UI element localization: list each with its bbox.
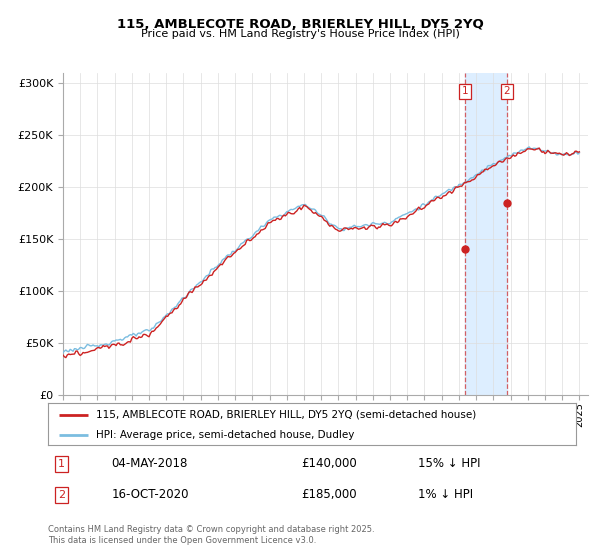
Text: 1: 1 (462, 86, 469, 96)
Text: 16-OCT-2020: 16-OCT-2020 (112, 488, 189, 501)
Bar (465, 73, 507, 395)
Text: £185,000: £185,000 (301, 488, 357, 501)
Text: HPI: Average price, semi-detached house, Dudley: HPI: Average price, semi-detached house,… (95, 430, 354, 440)
Text: 115, AMBLECOTE ROAD, BRIERLEY HILL, DY5 2YQ (semi-detached house): 115, AMBLECOTE ROAD, BRIERLEY HILL, DY5 … (95, 410, 476, 420)
Text: 2: 2 (503, 86, 510, 96)
Text: 1: 1 (58, 459, 65, 469)
Text: 1% ↓ HPI: 1% ↓ HPI (418, 488, 473, 501)
Text: £140,000: £140,000 (301, 457, 357, 470)
Text: Price paid vs. HM Land Registry's House Price Index (HPI): Price paid vs. HM Land Registry's House … (140, 29, 460, 39)
Text: 2: 2 (58, 490, 65, 500)
Text: 115, AMBLECOTE ROAD, BRIERLEY HILL, DY5 2YQ: 115, AMBLECOTE ROAD, BRIERLEY HILL, DY5 … (116, 18, 484, 31)
Text: 15% ↓ HPI: 15% ↓ HPI (418, 457, 480, 470)
Text: 04-MAY-2018: 04-MAY-2018 (112, 457, 188, 470)
Text: Contains HM Land Registry data © Crown copyright and database right 2025.
This d: Contains HM Land Registry data © Crown c… (48, 525, 374, 545)
